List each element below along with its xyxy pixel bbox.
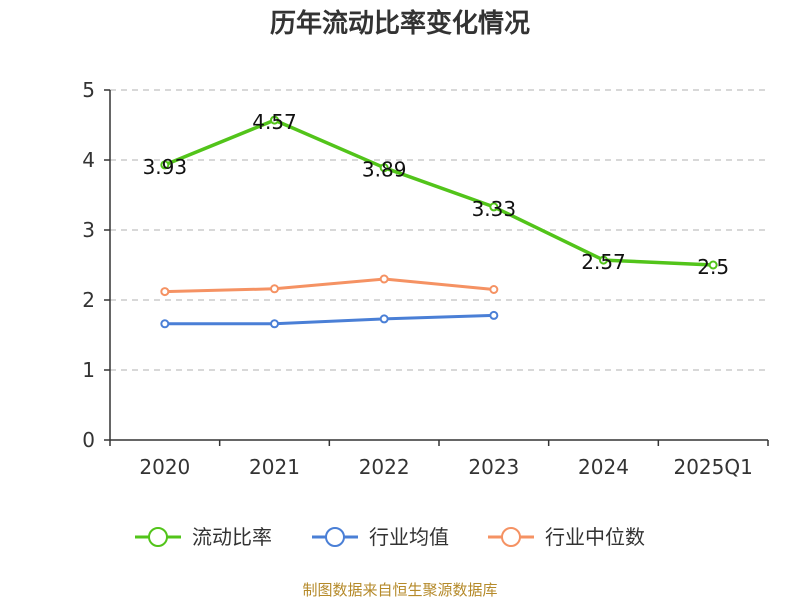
data-point (599, 255, 608, 265)
data-point (270, 319, 279, 329)
data-label: 4.57 (252, 110, 297, 134)
y-tick-label: 5 (82, 78, 95, 102)
data-point (708, 260, 718, 270)
data-point (489, 202, 499, 212)
data-point (379, 163, 389, 173)
data-point (489, 310, 499, 320)
data-label: 3.93 (143, 155, 188, 179)
data-point (270, 284, 279, 294)
grid-lines (110, 89, 768, 371)
data-point (270, 115, 279, 125)
legend-label: 行业中位数 (545, 525, 645, 549)
chart-title: 历年流动比率变化情况 (270, 8, 530, 39)
y-tick-label: 2 (82, 288, 95, 312)
x-tick-label: 2024 (578, 455, 629, 479)
x-tick-label: 2020 (139, 455, 190, 479)
legend-label: 行业均值 (369, 525, 449, 549)
data-label: 2.5 (697, 255, 729, 279)
data-point (489, 285, 499, 294)
y-tick-label: 4 (82, 148, 95, 172)
source-note: 制图数据来自恒生聚源数据库 (302, 581, 497, 599)
data-point (160, 287, 170, 297)
legend: 流动比率 行业均值 行业中位数 (135, 525, 645, 549)
legend-swatch-marker (325, 527, 345, 547)
data-label: 3.33 (472, 197, 517, 221)
x-tick-label: 2023 (468, 455, 519, 479)
x-tick-label: 2022 (359, 455, 410, 479)
x-tick-label: 2025Q1 (673, 455, 752, 479)
series-line-1 (164, 313, 494, 326)
data-point (379, 274, 389, 284)
y-tick-label: 0 (82, 428, 95, 452)
series-layer (160, 115, 718, 329)
y-tick-label: 1 (82, 358, 95, 382)
data-point (160, 160, 170, 170)
y-tick-label: 3 (82, 218, 95, 242)
data-point (379, 314, 389, 324)
axes: 0 1 2 3 4 5 2020 2021 2022 2023 2024 2025Q1 (82, 78, 769, 479)
legend-label: 流动比率 (192, 525, 272, 549)
series-line-2 (164, 277, 494, 294)
legend-swatch-marker (148, 527, 168, 547)
data-label: 3.89 (362, 158, 407, 182)
series-line-0 (164, 118, 714, 267)
data-labels: 3.93 4.57 3.89 3.33 2.57 2.5 (143, 110, 730, 279)
legend-swatch-marker (501, 527, 521, 547)
x-tick-label: 2021 (249, 455, 300, 479)
data-label: 2.57 (581, 250, 626, 274)
data-point (160, 319, 170, 329)
